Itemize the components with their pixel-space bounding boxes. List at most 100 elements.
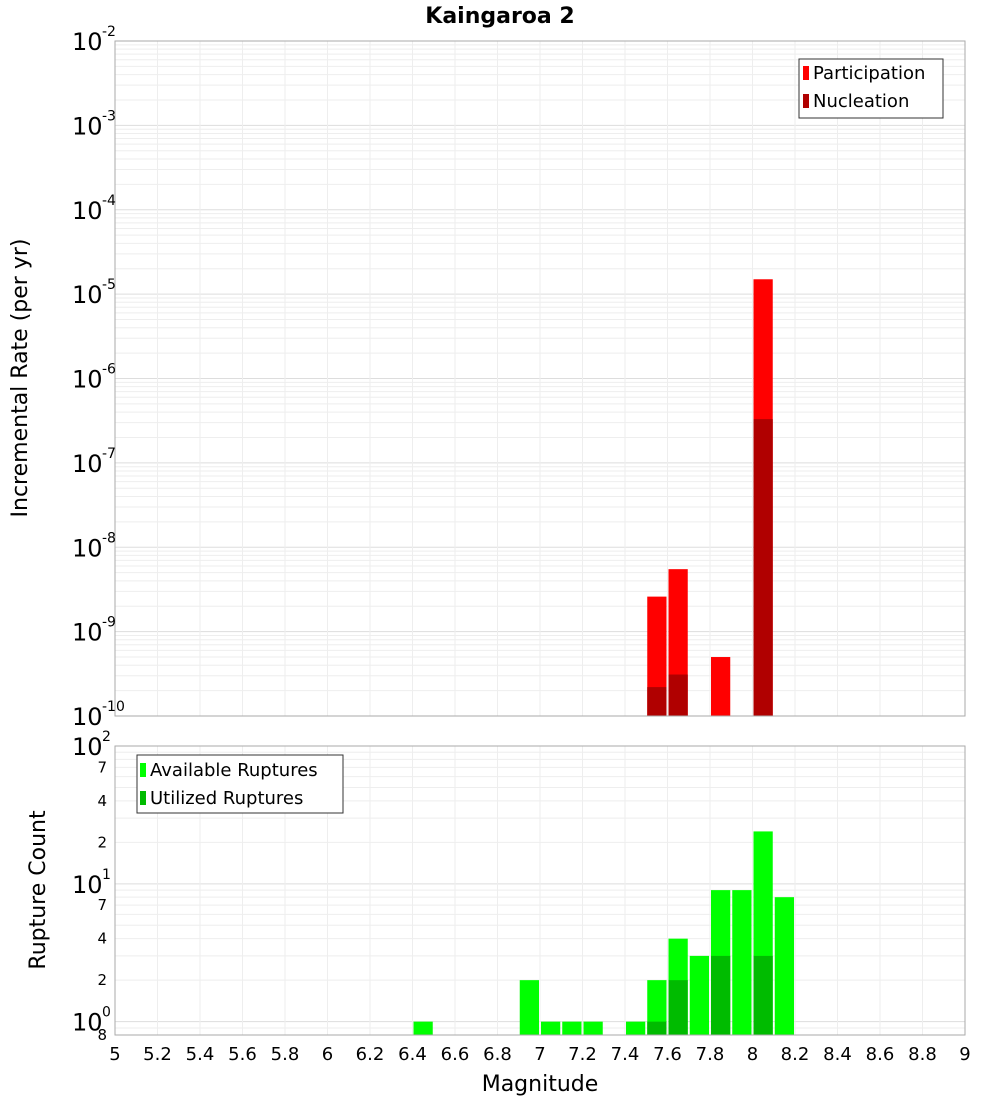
bottom-y-tick-base: 10 — [72, 871, 103, 899]
top-y-tick-exponent: -6 — [102, 362, 116, 378]
legend-swatch-available-ruptures — [140, 763, 146, 777]
bar-utilized-ruptures — [711, 955, 731, 1035]
top-y-tick-exponent: -10 — [102, 699, 125, 715]
top-legend: Participation Nucleation — [798, 58, 944, 119]
top-y-tick: 10 -9 — [72, 615, 116, 647]
bottom-y-tick-label: 7 — [97, 896, 107, 914]
bar-participation — [647, 596, 667, 716]
top-y-ticks: 10-210-310-410-510-610-710-810-910-10 — [72, 24, 125, 731]
legend-label-available-ruptures: Available Ruptures — [150, 760, 318, 781]
bar-nucleation — [753, 419, 773, 716]
x-axis-label: Magnitude — [482, 1072, 599, 1097]
bar-available-ruptures — [626, 1021, 646, 1035]
x-tick-label: 7 — [534, 1044, 545, 1065]
bottom-y-tick: 10 2 — [72, 729, 111, 761]
x-tick-label: 5.6 — [228, 1044, 257, 1065]
top-y-tick-base: 10 — [72, 197, 103, 225]
top-y-tick-base: 10 — [72, 450, 103, 478]
bottom-grid — [114, 746, 966, 1036]
bottom-y-tick-label: 4 — [97, 792, 107, 810]
top-y-tick-exponent: -2 — [102, 24, 116, 40]
legend-label-participation: Participation — [813, 63, 925, 84]
bar-available-ruptures — [541, 1021, 561, 1035]
bar-available-ruptures — [413, 1021, 433, 1035]
bottom-y-tick-label: 4 — [97, 930, 107, 948]
bottom-legend-box — [136, 754, 344, 814]
bottom-y-tick-label: 7 — [97, 758, 107, 776]
top-y-tick-exponent: -3 — [102, 108, 116, 124]
top-y-tick-exponent: -4 — [102, 193, 116, 209]
bottom-legend: Available Ruptures Utilized Ruptures — [136, 754, 344, 814]
bottom-y-tick: 7 — [97, 896, 107, 914]
x-tick-label: 5.8 — [271, 1044, 300, 1065]
top-y-tick-base: 10 — [72, 28, 103, 56]
legend-label-nucleation: Nucleation — [813, 91, 909, 112]
bottom-y-tick-exponent: 2 — [102, 729, 111, 745]
bottom-y-tick: 7 — [97, 758, 107, 776]
x-tick-label: 9 — [959, 1044, 970, 1065]
top-y-tick: 10 -7 — [72, 446, 116, 478]
bar-available-ruptures — [519, 980, 539, 1035]
legend-swatch-participation — [803, 66, 809, 80]
top-y-axis-label: Incremental Rate (per yr) — [8, 239, 33, 518]
bottom-y-axis-label: Rupture Count — [26, 810, 51, 970]
x-tick-label: 5 — [109, 1044, 120, 1065]
legend-label-utilized-ruptures: Utilized Ruptures — [150, 788, 303, 809]
top-panel: 10-210-310-410-510-610-710-810-910-10 In… — [8, 24, 966, 731]
bottom-y-tick-exponent: 1 — [102, 867, 111, 883]
bar-utilized-ruptures — [668, 980, 688, 1035]
top-grid — [114, 41, 966, 717]
x-tick-label: 8 — [747, 1044, 758, 1065]
bottom-y-tick-base: 10 — [72, 1009, 103, 1037]
top-y-tick-exponent: -5 — [102, 277, 116, 293]
bottom-y-tick-label: 2 — [97, 833, 107, 851]
x-tick-label: 5.2 — [143, 1044, 172, 1065]
bar-nucleation — [668, 674, 688, 716]
bottom-y-tick-base: 10 — [72, 733, 103, 761]
top-y-tick: 10 -5 — [72, 277, 116, 309]
top-y-tick-base: 10 — [72, 703, 103, 731]
top-y-tick: 10 -6 — [72, 362, 116, 394]
bottom-y-tick-label: 2 — [97, 971, 107, 989]
top-plot-frame — [114, 40, 966, 717]
chart-title: Kaingaroa 2 — [425, 4, 574, 29]
x-tick-label: 6.8 — [483, 1044, 512, 1065]
top-y-tick-base: 10 — [72, 534, 103, 562]
x-tick-label: 6 — [322, 1044, 333, 1065]
legend-swatch-utilized-ruptures — [140, 791, 146, 805]
top-y-tick: 10 -2 — [72, 24, 116, 56]
top-bars — [647, 279, 773, 716]
x-tick-label: 6.2 — [356, 1044, 385, 1065]
x-tick-label: 8.2 — [781, 1044, 810, 1065]
bar-participation — [711, 657, 731, 716]
top-y-tick-exponent: -9 — [102, 615, 116, 631]
x-tick-label: 6.6 — [441, 1044, 470, 1065]
top-y-tick: 10 -4 — [72, 193, 116, 225]
top-y-tick-base: 10 — [72, 112, 103, 140]
x-tick-label: 7.6 — [653, 1044, 682, 1065]
bottom-y-tick: 4 — [97, 792, 107, 810]
bar-utilized-ruptures — [647, 1021, 667, 1035]
top-y-tick: 10 -3 — [72, 108, 116, 140]
bottom-y-tick: 10 0 — [72, 1005, 111, 1037]
top-y-tick: 10 -8 — [72, 530, 116, 562]
top-y-tick-exponent: -7 — [102, 446, 116, 462]
x-tick-label: 7.2 — [568, 1044, 597, 1065]
x-ticks: 5 5.2 5.4 5.6 5.8 6 6.2 6.4 6.6 6.8 7 7.2 7.4 7.6 7.8 8… — [109, 1044, 970, 1065]
bottom-y-tick-label: 8 — [97, 1026, 107, 1044]
bar-available-ruptures — [732, 890, 752, 1035]
bottom-y-tick: 8 — [97, 1026, 107, 1044]
bar-available-ruptures — [647, 980, 667, 1035]
bar-nucleation — [647, 687, 667, 716]
x-tick-label: 7.8 — [696, 1044, 725, 1065]
top-y-tick-base: 10 — [72, 366, 103, 394]
x-tick-label: 5.4 — [186, 1044, 215, 1065]
x-tick-label: 6.4 — [398, 1044, 427, 1065]
x-tick-label: 8.8 — [908, 1044, 937, 1065]
x-tick-label: 8.4 — [823, 1044, 852, 1065]
top-y-tick-base: 10 — [72, 619, 103, 647]
bar-available-ruptures — [689, 955, 709, 1035]
